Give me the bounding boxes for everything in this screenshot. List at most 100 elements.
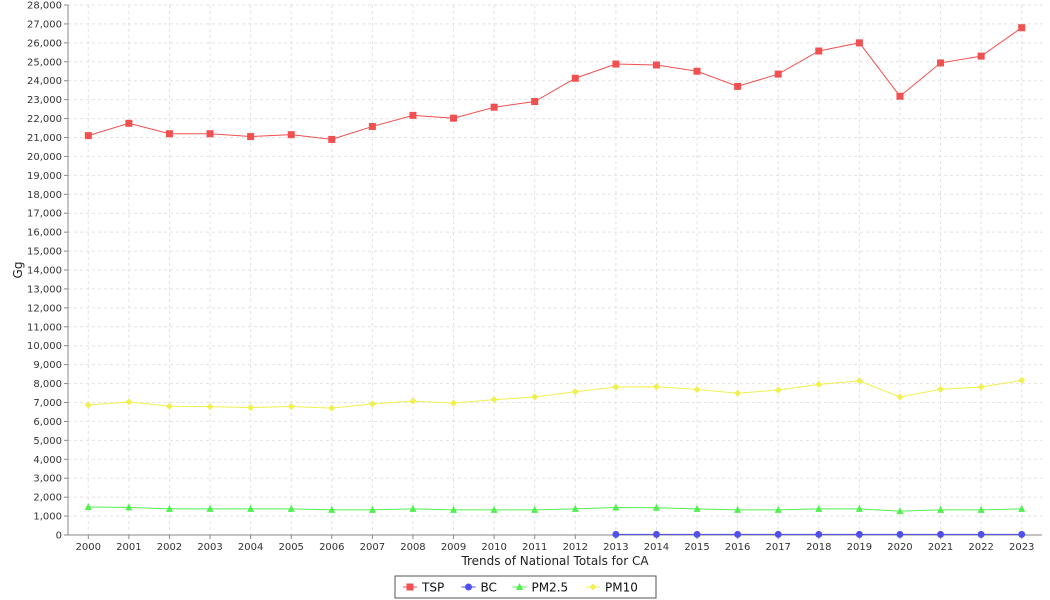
data-point-pm10 [368,400,376,408]
x-tick-label: 2012 [563,542,588,553]
x-tick-label: 2004 [238,542,263,553]
data-point-pm10 [896,393,904,401]
series-tsp [84,24,1026,143]
y-tick-label: 16,000 [27,228,62,239]
data-point-pm2-5 [531,505,539,513]
legend-marker [465,583,472,591]
data-point-tsp [937,59,945,67]
x-tick-label: 2006 [319,542,344,553]
y-tick-label: 7,000 [33,398,62,409]
data-point-pm2-5 [206,504,214,512]
data-point-pm2-5 [774,505,782,513]
data-point-tsp [1018,24,1026,32]
data-point-tsp [855,39,863,47]
data-point-pm2-5 [328,505,336,513]
data-point-pm10 [571,388,579,396]
data-point-pm10 [490,396,498,404]
data-point-bc [1018,530,1026,538]
data-point-tsp [247,133,255,141]
y-tick-label: 21,000 [27,133,62,144]
data-point-pm2-5 [165,504,173,512]
y-tick-label: 26,000 [27,38,62,49]
x-tick-label: 2021 [928,542,953,553]
data-point-pm2-5 [977,505,985,513]
data-point-tsp [368,123,376,131]
data-point-pm10 [125,398,133,406]
y-tick-label: 4,000 [33,455,62,466]
data-point-bc [693,530,701,538]
data-point-pm2-5 [287,504,295,512]
y-tick-label: 0 [56,531,62,542]
data-point-bc [734,530,742,538]
y-tick-label: 3,000 [33,474,62,485]
data-point-tsp [125,119,133,127]
x-tick-label: 2016 [725,542,750,553]
grid [68,4,1042,536]
y-tick-label: 23,000 [27,95,62,106]
data-point-tsp [693,67,701,75]
data-point-pm10 [531,393,539,401]
series-line-pm2-5 [88,506,1022,512]
legend-item-tsp: TSP [403,581,444,595]
y-tick-label: 1,000 [33,512,62,523]
data-point-tsp [531,98,539,106]
x-tick-label: 2018 [806,542,831,553]
y-tick-label: 12,000 [27,303,62,314]
data-point-pm10 [287,402,295,410]
data-point-bc [774,530,782,538]
legend-marker [406,583,414,591]
y-tick-label: 10,000 [27,341,62,352]
x-tick-label: 2007 [360,542,385,553]
data-point-tsp [977,52,985,60]
x-tick-label: 2000 [76,542,101,553]
legend-marker [589,583,597,591]
data-point-pm2-5 [368,505,376,513]
data-point-bc [652,530,660,538]
x-tick-label: 2009 [441,542,466,553]
x-tick-label: 2019 [847,542,872,553]
series-line-tsp [88,27,1022,140]
y-tick-label: 28,000 [27,1,62,12]
x-tick-label: 2017 [765,542,790,553]
data-point-pm10 [977,383,985,391]
y-axis-label: Gg [11,262,25,279]
data-point-pm2-5 [855,504,863,512]
data-point-pm10 [84,401,92,409]
legend-marker [516,583,523,590]
y-tick-label: 25,000 [27,57,62,68]
x-tick-label: 2022 [968,542,993,553]
y-tick-label: 15,000 [27,247,62,258]
series-pm2-5 [84,502,1026,515]
data-point-tsp [206,130,214,138]
y-tick-label: 11,000 [27,322,62,333]
data-point-pm2-5 [734,505,742,513]
data-point-pm10 [734,389,742,397]
legend-item-pm10: PM10 [586,581,638,595]
legend-label: PM10 [605,581,638,595]
data-point-bc [855,530,863,538]
data-point-tsp [652,61,660,69]
x-tick-label: 2011 [522,542,547,553]
y-tick-label: 18,000 [27,190,62,201]
data-point-tsp [165,130,173,138]
data-point-tsp [896,92,904,100]
x-tick-label: 2008 [400,542,425,553]
data-point-pm2-5 [247,504,255,512]
x-tick-label: 2010 [481,542,506,553]
data-point-tsp [490,103,498,111]
data-point-pm10 [774,386,782,394]
data-point-bc [612,530,620,538]
y-tick-label: 17,000 [27,209,62,220]
data-point-pm2-5 [896,507,904,515]
data-point-tsp [328,135,336,143]
legend-item-bc: BC [461,581,497,595]
data-point-tsp [612,60,620,68]
data-point-pm10 [652,383,660,391]
data-point-pm10 [612,383,620,391]
y-tick-label: 24,000 [27,76,62,87]
y-tick-label: 27,000 [27,19,62,30]
data-point-bc [815,530,823,538]
data-point-pm2-5 [612,503,620,511]
y-tick-label: 20,000 [27,152,62,163]
data-point-tsp [409,111,417,119]
